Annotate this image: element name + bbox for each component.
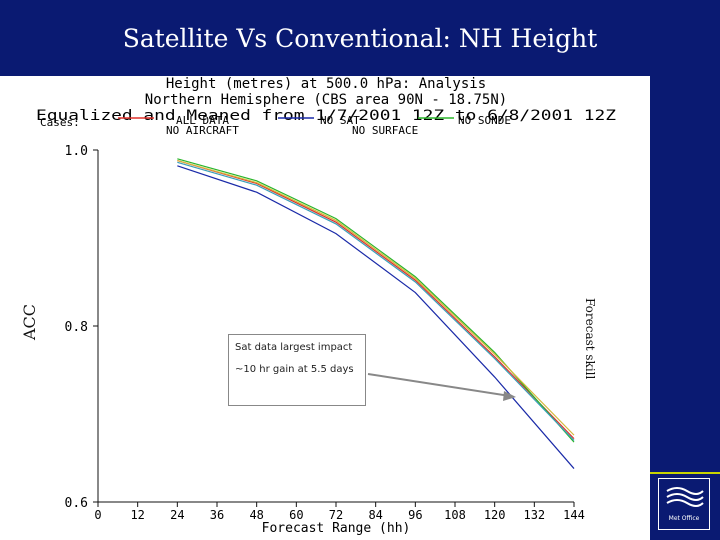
logo-accent-stripe xyxy=(650,472,720,474)
y-tick-label: 0.8 xyxy=(65,320,88,335)
x-tick-label: 48 xyxy=(249,508,263,522)
x-tick-label: 24 xyxy=(170,508,184,522)
x-tick-label: 0 xyxy=(94,508,101,522)
x-tick-label: 108 xyxy=(444,508,466,522)
right-rail xyxy=(650,76,720,540)
legend-label: ALL DATA xyxy=(176,114,229,127)
left-rail xyxy=(0,76,20,540)
x-tick-label: 96 xyxy=(408,508,422,522)
arrow-shaft xyxy=(367,373,511,397)
series-line xyxy=(177,161,575,441)
series-line xyxy=(177,159,575,440)
x-tick-label: 60 xyxy=(289,508,303,522)
slide-title: Satellite Vs Conventional: NH Height xyxy=(122,24,598,53)
annotation-arrow xyxy=(367,373,516,401)
chart-header: Height (metres) at 500.0 hPa: Analysis N… xyxy=(36,76,616,129)
chart-subtitle-2: Equalized and Meaned from 1/7/2001 12Z t… xyxy=(36,108,616,124)
x-axis-label: Forecast Range (hh) xyxy=(262,521,411,536)
series-line xyxy=(177,165,575,469)
axes: 0 12 24 36 48 60 72 84 96 108 120 132 144 0.6 0.8 1.0 Fo… xyxy=(65,144,585,536)
x-tick-label: 144 xyxy=(563,508,585,522)
annotation-box: Sat data largest impact ~10 hr gain at 5… xyxy=(228,334,366,406)
legend-label: NO SAT xyxy=(320,114,360,127)
waves-icon xyxy=(666,487,704,507)
series-line xyxy=(177,159,575,436)
y-tick-label: 1.0 xyxy=(65,144,88,159)
x-tick-label: 72 xyxy=(329,508,343,522)
y-tick-label: 0.6 xyxy=(65,496,88,511)
legend-label: NO SURFACE xyxy=(352,124,418,137)
x-tick-label: 36 xyxy=(210,508,224,522)
x-tick-label: 12 xyxy=(130,508,144,522)
chart-title: Height (metres) at 500.0 hPa: Analysis xyxy=(166,76,486,92)
forecast-skill-label: Forecast skill xyxy=(583,298,597,380)
legend-label: NO SONDE xyxy=(458,114,511,127)
series-lines xyxy=(177,158,575,469)
title-bar xyxy=(0,0,720,76)
legend-label: NO AIRCRAFT xyxy=(166,124,239,137)
logo-text: Met Office xyxy=(668,515,700,522)
x-tick-label: 120 xyxy=(484,508,506,522)
chart-subtitle-1: Northern Hemisphere (CBS area 90N - 18.7… xyxy=(145,92,507,108)
arrow-head xyxy=(503,391,516,401)
x-tick-label: 132 xyxy=(523,508,545,522)
met-office-logo: Met Office xyxy=(658,478,710,530)
legend-cases-label: Cases: xyxy=(40,116,80,129)
legend: ALL DATA NO SAT NO SONDE NO AIRCRAFT NO SURF… xyxy=(118,114,511,137)
y-axis-label: ACC xyxy=(20,303,39,340)
x-tick-label: 84 xyxy=(368,508,382,522)
chart-panel xyxy=(20,76,650,540)
